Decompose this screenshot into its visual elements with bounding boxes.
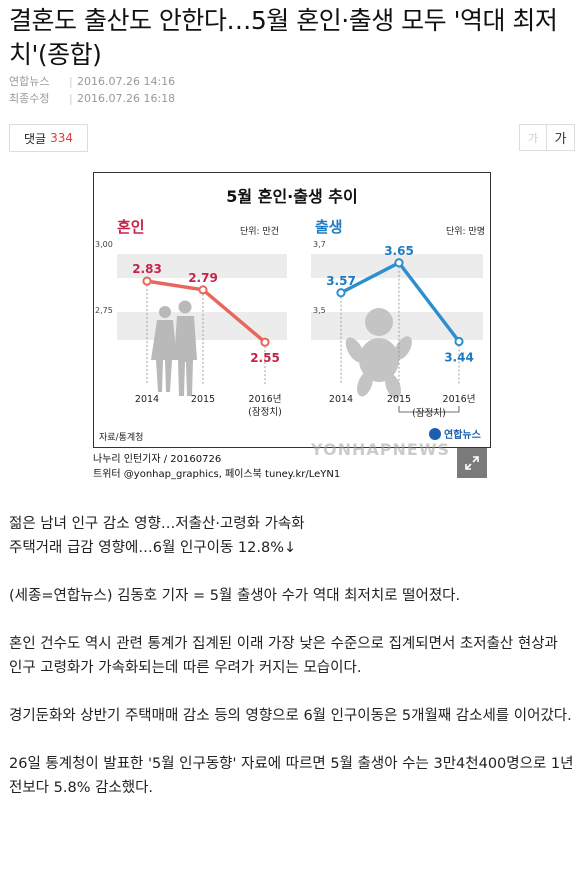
meta-separator: | [69,75,73,88]
expand-icon [465,456,479,470]
birth-y-tick-label: 3,5 [313,306,326,315]
infographic-figure[interactable]: 5월 혼인·출생 추이 혼인 단위: 만건 3,00 2,75 2.83 2014 2.79… [93,172,491,480]
birth-data-point [336,288,346,298]
birth-data-point [454,336,464,347]
meta-date: 2016.07.26 16:18 [77,92,176,105]
chart-series-layer: 혼인 단위: 만건 3,00 2,75 2.83 2014 2.79 2015 2.55 2016… [95,218,485,419]
meta-row-agency: 연합뉴스 | 2016.07.26 14:16 [9,73,175,90]
meta-label: 연합뉴스 [9,75,50,88]
marriage-y-tick-label: 3,00 [95,240,113,249]
birth-note-label: (잠정치) [412,407,446,419]
marriage-y-tick-label: 2,75 [95,306,113,315]
marriage-band-lower [117,312,287,340]
article-subheadings: 젊은 남녀 인구 감소 영향…저출산·고령화 가속화 주택거래 급감 영향에…6… [9,512,575,560]
birth-x-tick-label: 2016년 [443,394,476,405]
meta-row-updated: 최종수정 | 2016.07.26 16:18 [9,90,175,107]
birth-data-label: 3.65 [384,244,414,258]
yonhap-logo: 연합뉴스 [429,428,481,441]
comment-button[interactable]: 댓글 334 [9,124,88,152]
caption-social: 트위터 @yonhap_graphics, 페이스북 tuney.kr/LeYN… [93,469,341,480]
yonhap-logo-mark [429,428,441,440]
birth-data-point [394,258,404,268]
meta-label: 최종수정 [9,92,50,105]
baby-silhouette-icon [345,308,412,399]
marriage-note-label: (잠정치) [248,406,282,418]
birth-x-tick-label: 2015 [387,394,411,405]
paragraph-1: (세종=연합뉴스) 김동호 기자 = 5월 출생아 수가 역대 최저치로 떨어졌… [9,588,461,604]
birth-x-tick-label: 2014 [329,394,353,405]
birth-band-lower [311,312,483,340]
marriage-data-point [260,337,270,347]
expand-image-button[interactable] [457,448,487,478]
marriage-data-point [198,285,208,295]
subheading-1: 젊은 남녀 인구 감소 영향…저출산·고령화 가속화 [9,516,305,532]
paragraph-3: 경기둔화와 상반기 주택매매 감소 등의 영향으로 6월 인구이동은 5개월째 … [9,708,572,724]
birth-data-label: 3.57 [326,274,356,288]
chart-title: 5월 혼인·출생 추이 [226,187,357,206]
caption-credit: 나누리 인턴기자 / 20160726 [93,454,222,465]
font-size-control: 가 가 [519,124,575,151]
paragraph-2: 혼인 건수도 역시 관련 통계가 집계된 이래 가장 낮은 수준으로 집계되면서… [9,636,558,676]
marriage-birth-chart: 5월 혼인·출생 추이 혼인 단위: 만건 3,00 2,75 2.83 2014 2.79… [93,172,491,448]
chart-source-label: 자료/통계청 [99,431,143,443]
marriage-x-tick-label: 2016년 [249,394,282,405]
figure-caption: 나누리 인턴기자 / 20160726 트위터 @yonhap_graphics… [93,452,340,482]
meta-date: 2016.07.26 14:16 [77,75,176,88]
article-body: 젊은 남녀 인구 감소 영향…저출산·고령화 가속화 주택거래 급감 영향에…6… [9,512,575,824]
marriage-series-name: 혼인 [117,218,145,236]
marriage-x-tick-label: 2015 [191,394,215,405]
subheading-2: 주택거래 급감 영향에…6월 인구이동 12.8%↓ [9,540,297,556]
chart-frame [93,172,491,448]
marriage-x-tick-label: 2014 [135,394,159,405]
article-headline: 결혼도 출산도 안한다…5월 혼인·출생 모두 '역대 최저치'(종합) [9,6,558,69]
marriage-data-label: 2.79 [188,271,218,285]
comment-count: 334 [50,131,73,145]
couple-silhouette-icon [151,300,197,396]
marriage-unit-label: 단위: 만건 [240,226,279,237]
comment-label: 댓글 [24,131,47,146]
birth-data-label: 3.44 [444,351,474,365]
marriage-band-upper [117,254,287,278]
marriage-data-point [142,276,152,286]
paragraph-4: 26일 통계청이 발표한 '5월 인구동향' 자료에 따르면 5월 출생아 수는… [9,756,574,796]
birth-series-name: 출생 [315,218,343,236]
font-increase-button[interactable]: 가 [547,124,575,151]
meta-separator: | [69,92,73,105]
marriage-data-label: 2.55 [250,351,280,365]
birth-note-bracket [398,406,460,413]
birth-unit-label: 단위: 만명 [446,226,485,237]
font-decrease-button[interactable]: 가 [519,124,547,151]
article-meta: 연합뉴스 | 2016.07.26 14:16 최종수정 | 2016.07.2… [9,73,175,107]
birth-y-tick-label: 3,7 [313,240,326,249]
yonhap-logo-text: 연합뉴스 [444,428,481,441]
yonhap-watermark: YONHAPNEWS [311,440,450,459]
marriage-data-label: 2.83 [132,262,162,276]
